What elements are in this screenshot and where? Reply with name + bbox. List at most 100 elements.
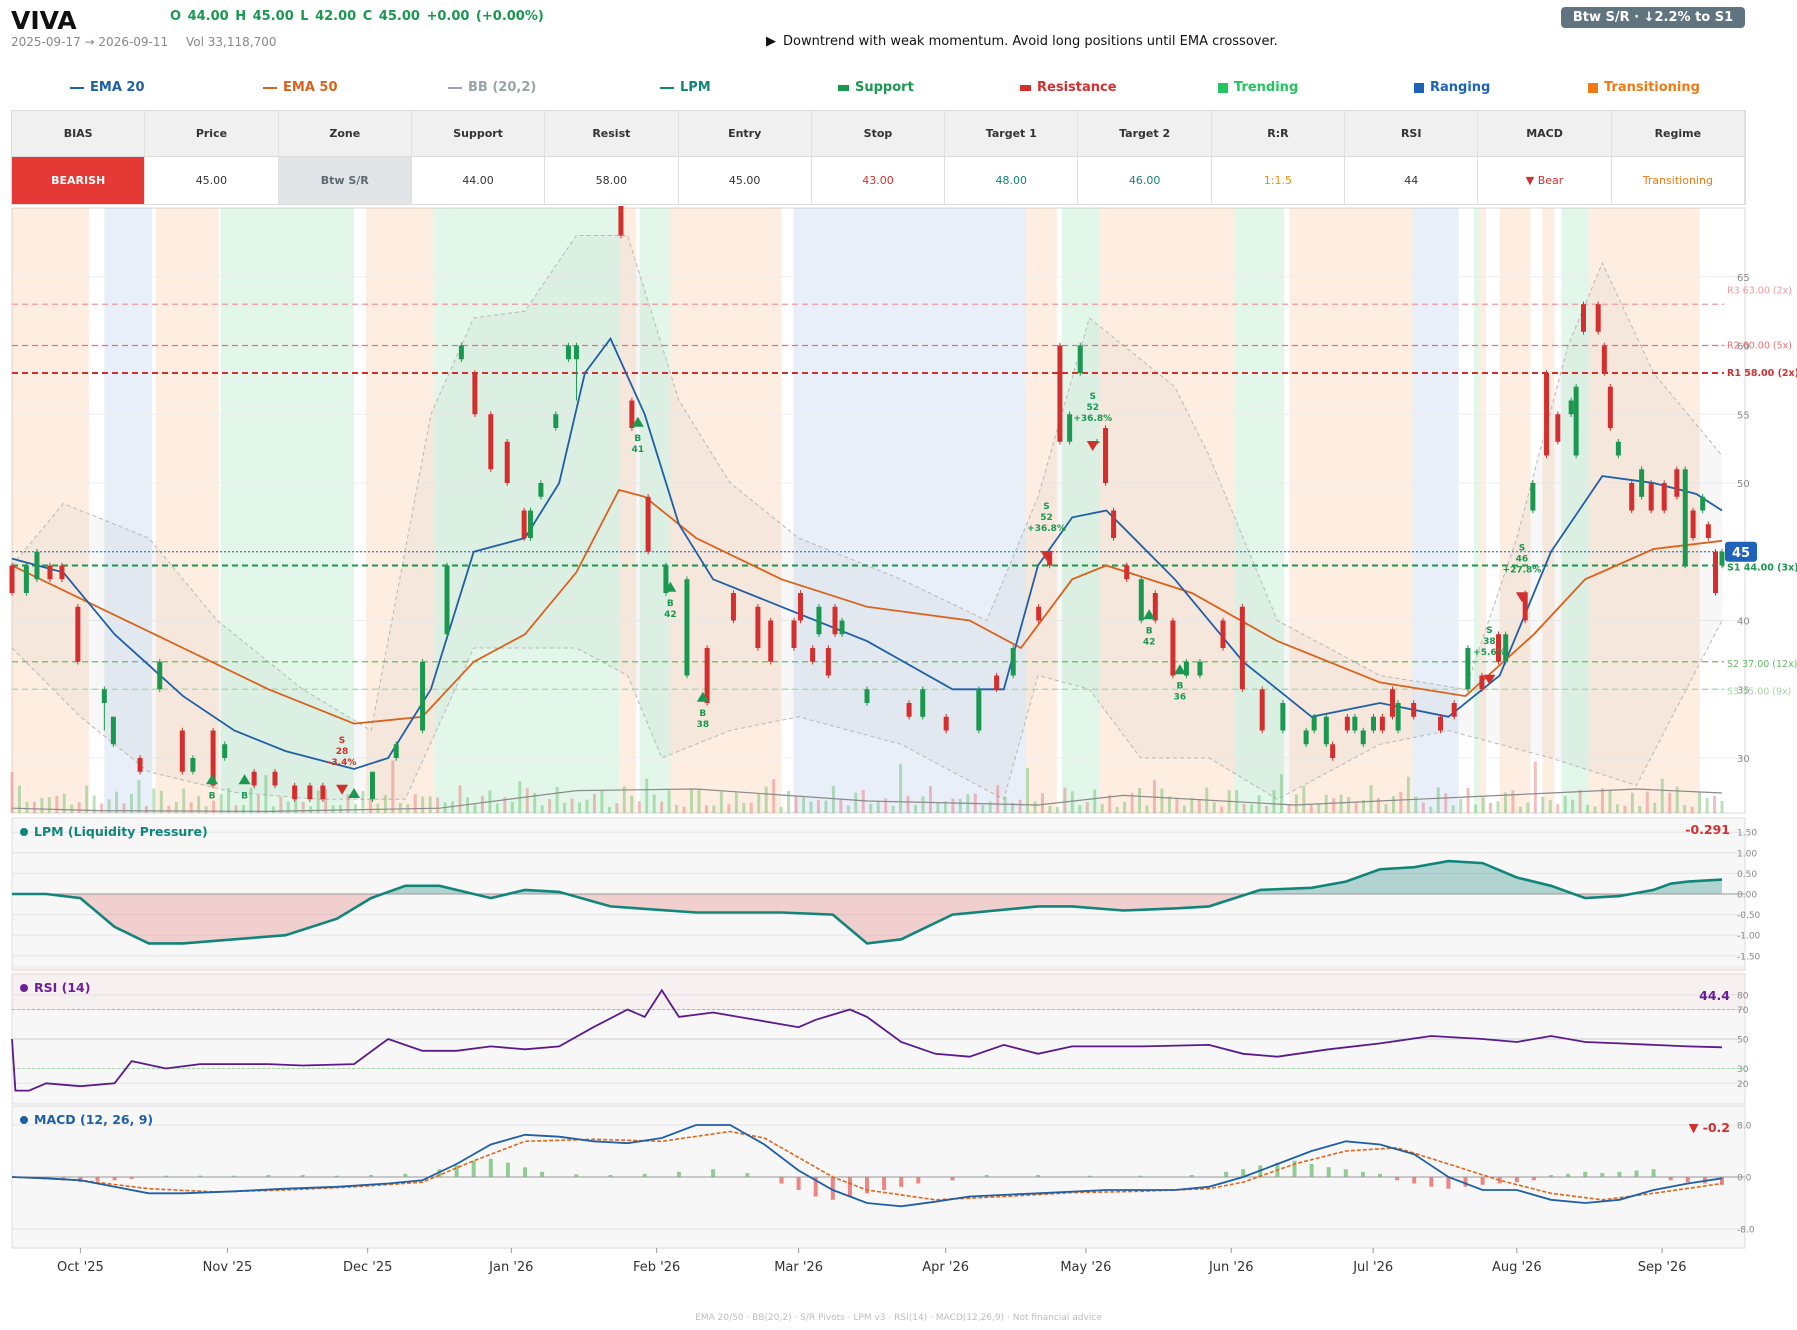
candle — [472, 370, 478, 417]
candle — [504, 439, 510, 486]
legend-item[interactable]: BB (20,2) — [448, 80, 536, 95]
summary-value: 1:1.5 — [1211, 157, 1346, 204]
regime-band — [1542, 208, 1555, 813]
last-price-label: 45 — [1732, 546, 1750, 561]
volume-bar — [1354, 802, 1358, 813]
candle-body — [1067, 414, 1073, 442]
candle-body — [369, 771, 375, 800]
candle-body — [864, 689, 870, 703]
candle-body — [1573, 386, 1579, 456]
volume-bar — [122, 803, 126, 813]
volume-bar — [772, 779, 776, 813]
legend-item[interactable]: LPM — [660, 80, 711, 95]
candle — [1555, 411, 1561, 445]
legend-item[interactable]: Trending — [1218, 80, 1298, 95]
legend-item[interactable]: Ranging — [1414, 80, 1490, 95]
summary-header: R:R — [1211, 111, 1346, 157]
volume-bar — [1182, 805, 1186, 813]
volume-bar — [1399, 791, 1403, 813]
candle-body — [1465, 648, 1471, 690]
volume-bar — [682, 806, 686, 813]
macd-histogram-bar — [1531, 1177, 1536, 1181]
candle-body — [1682, 469, 1688, 566]
macd-histogram-bar — [1497, 1177, 1502, 1184]
regime-band — [220, 208, 354, 813]
summary-header: Price — [145, 111, 279, 157]
rsi-overbought-zone — [12, 965, 1745, 1010]
volume-bar — [1489, 802, 1493, 813]
candle-body — [1352, 716, 1358, 731]
legend-item[interactable]: Support — [838, 80, 914, 95]
candle-body — [906, 703, 912, 717]
volume-bar — [92, 795, 96, 813]
volume-bar — [189, 802, 193, 813]
candle — [1661, 480, 1667, 514]
volume-bar — [749, 802, 753, 813]
candle — [1330, 741, 1336, 761]
volume-bar — [376, 803, 380, 813]
macd-histogram-bar — [163, 1175, 168, 1177]
volume-bar — [353, 804, 357, 813]
volume-bar — [458, 785, 462, 813]
candle — [1197, 659, 1203, 679]
candle — [1674, 466, 1680, 500]
candle — [629, 397, 635, 431]
candle — [1010, 645, 1016, 679]
volume-bar — [1212, 802, 1216, 813]
candle — [1719, 549, 1725, 569]
volume-bar — [1026, 768, 1030, 813]
volume-bar — [906, 795, 910, 813]
x-axis-label: Jul '26 — [1352, 1260, 1393, 1275]
candle-body — [1220, 620, 1226, 648]
candle — [906, 700, 912, 720]
candle-body — [1389, 689, 1395, 717]
candle — [994, 672, 1000, 692]
macd-histogram-bar — [95, 1177, 100, 1181]
volume-bar — [1459, 798, 1463, 813]
volume-bar — [1593, 806, 1597, 813]
legend-label: EMA 50 — [283, 80, 338, 95]
candle-body — [1438, 716, 1444, 731]
volume-bar — [1578, 789, 1582, 813]
regime-band — [12, 208, 89, 813]
candle-body — [1170, 620, 1176, 676]
legend-item[interactable]: EMA 20 — [70, 80, 145, 95]
volume-bar — [1264, 806, 1268, 813]
candle — [1465, 645, 1471, 692]
volume-bar — [398, 802, 402, 813]
volume-bar — [32, 801, 36, 813]
candle — [943, 714, 949, 734]
legend-item[interactable]: Resistance — [1020, 80, 1117, 95]
volume-bar — [719, 791, 723, 813]
volume-bar — [1526, 802, 1530, 813]
signal-label: B — [1176, 681, 1183, 691]
macd-histogram-bar — [574, 1174, 579, 1177]
candle — [190, 755, 196, 775]
volume-bar — [861, 789, 865, 813]
regime-band — [1474, 208, 1480, 813]
volume-bar — [1302, 786, 1306, 813]
legend-item[interactable]: EMA 50 — [263, 80, 338, 95]
legend-item[interactable]: Transitioning — [1588, 80, 1700, 95]
volume-bar — [1167, 796, 1171, 813]
regime-band — [1479, 208, 1487, 813]
buy-signal: B — [238, 774, 251, 801]
volume-bar — [1601, 788, 1605, 813]
candle — [1568, 397, 1574, 417]
volume-bar — [1332, 798, 1336, 813]
candle-body — [994, 675, 1000, 690]
macd-histogram-bar — [899, 1177, 904, 1187]
candle — [816, 604, 822, 637]
candle — [1067, 411, 1073, 445]
x-axis-label: Mar '26 — [774, 1260, 823, 1275]
volume-bar — [204, 806, 208, 813]
price-tick-label: 30 — [1737, 754, 1750, 765]
candle — [320, 782, 326, 802]
volume-bar — [1690, 806, 1694, 813]
candle-body — [684, 579, 690, 676]
summary-value: ▼ Bear — [1478, 157, 1612, 204]
volume-bar — [1466, 787, 1470, 813]
volume-bar — [1063, 787, 1067, 813]
regime-band — [1099, 208, 1235, 813]
macd-histogram-bar — [865, 1177, 869, 1194]
